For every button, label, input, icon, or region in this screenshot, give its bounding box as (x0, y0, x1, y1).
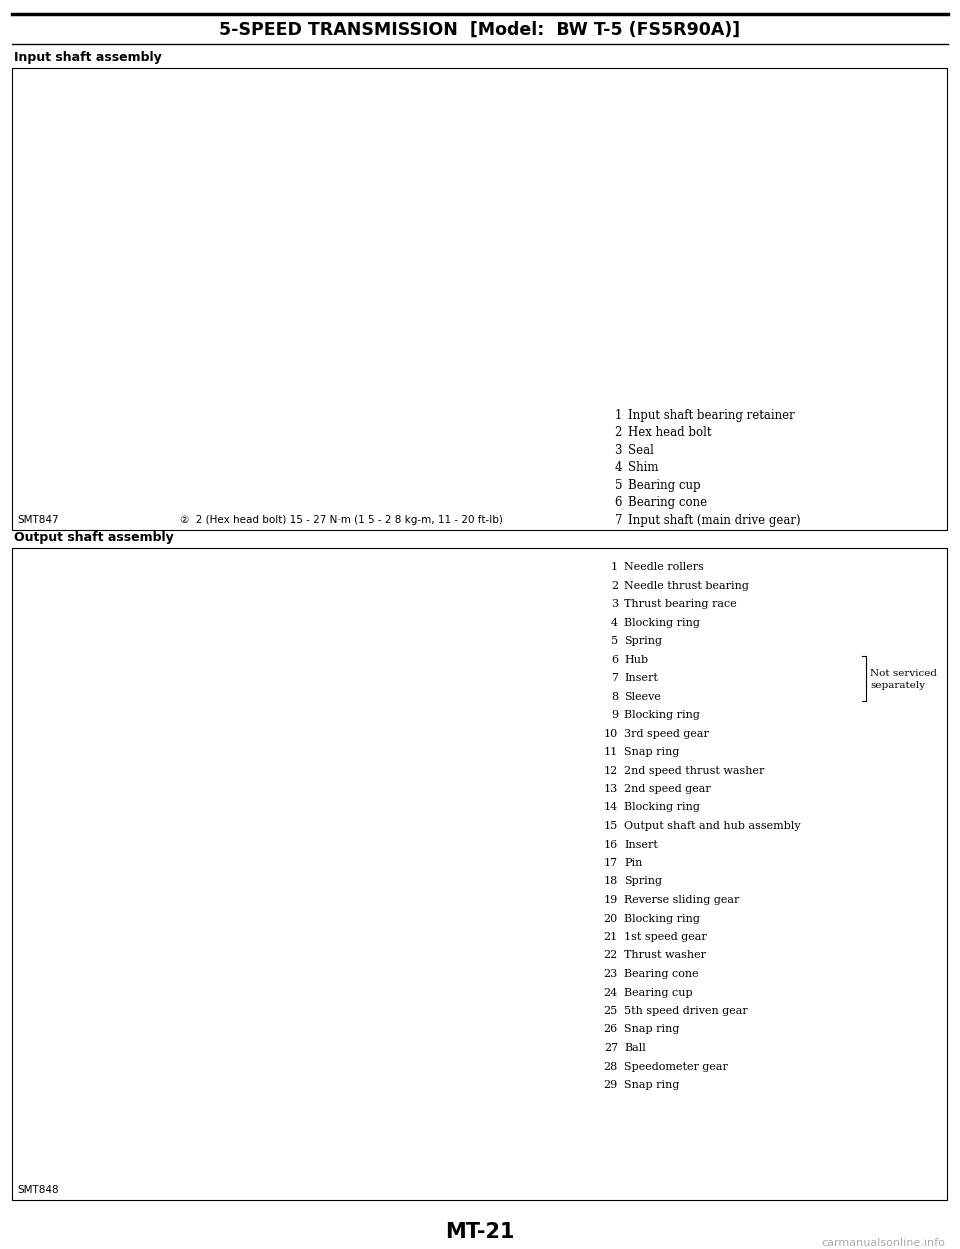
Text: 18: 18 (604, 877, 618, 887)
Text: 2nd speed thrust washer: 2nd speed thrust washer (624, 766, 764, 776)
Text: Seal: Seal (628, 443, 654, 456)
Text: Blocking ring: Blocking ring (624, 709, 700, 719)
Text: SMT848: SMT848 (17, 1185, 59, 1195)
Text: Blocking ring: Blocking ring (624, 617, 700, 627)
Text: 1: 1 (611, 562, 618, 572)
Text: Input shaft (main drive gear): Input shaft (main drive gear) (628, 513, 801, 527)
Text: 11: 11 (604, 747, 618, 757)
Text: 26: 26 (604, 1024, 618, 1034)
Text: MT-21: MT-21 (445, 1222, 515, 1242)
Text: 20: 20 (604, 913, 618, 923)
Text: 2: 2 (614, 426, 622, 438)
Text: 3: 3 (611, 600, 618, 610)
Text: SMT847: SMT847 (17, 515, 59, 525)
Text: 7: 7 (611, 673, 618, 683)
Text: Insert: Insert (624, 673, 658, 683)
Text: Shim: Shim (628, 461, 659, 475)
Text: 23: 23 (604, 969, 618, 979)
Text: 24: 24 (604, 988, 618, 998)
Text: Insert: Insert (624, 839, 658, 849)
Text: 27: 27 (604, 1043, 618, 1053)
Text: Ball: Ball (624, 1043, 646, 1053)
Text: 3: 3 (614, 443, 622, 456)
Text: Pin: Pin (624, 858, 642, 868)
Text: Needle thrust bearing: Needle thrust bearing (624, 581, 749, 591)
Text: 1: 1 (614, 408, 622, 421)
Text: 12: 12 (604, 766, 618, 776)
Text: 2nd speed gear: 2nd speed gear (624, 784, 710, 794)
Text: 5: 5 (611, 636, 618, 646)
Text: 5: 5 (614, 478, 622, 492)
Text: separately: separately (870, 681, 925, 689)
Text: 1st speed gear: 1st speed gear (624, 932, 707, 942)
Text: Output shaft and hub assembly: Output shaft and hub assembly (624, 821, 801, 831)
Text: Speedometer gear: Speedometer gear (624, 1062, 728, 1072)
Text: Input shaft assembly: Input shaft assembly (14, 50, 161, 64)
Text: 16: 16 (604, 839, 618, 849)
Text: 2: 2 (611, 581, 618, 591)
Text: 15: 15 (604, 821, 618, 831)
Text: 5-SPEED TRANSMISSION  [Model:  BW T-5 (FS5R90A)]: 5-SPEED TRANSMISSION [Model: BW T-5 (FS5… (220, 21, 740, 39)
Text: Snap ring: Snap ring (624, 1024, 680, 1034)
Text: 6: 6 (611, 654, 618, 664)
Text: Reverse sliding gear: Reverse sliding gear (624, 896, 739, 906)
Text: 6: 6 (614, 496, 622, 510)
Text: Snap ring: Snap ring (624, 1080, 680, 1090)
Text: 22: 22 (604, 950, 618, 960)
Text: 8: 8 (611, 692, 618, 702)
Text: 4: 4 (611, 617, 618, 627)
Text: Thrust washer: Thrust washer (624, 950, 706, 960)
Text: Not serviced: Not serviced (870, 668, 937, 677)
Text: 4: 4 (614, 461, 622, 475)
Text: Spring: Spring (624, 636, 662, 646)
Text: Blocking ring: Blocking ring (624, 803, 700, 813)
Bar (12, 548, 947, 1200)
Text: 29: 29 (604, 1080, 618, 1090)
Text: Thrust bearing race: Thrust bearing race (624, 600, 736, 610)
Text: Needle rollers: Needle rollers (624, 562, 704, 572)
Bar (12, 67, 947, 530)
Text: Sleeve: Sleeve (624, 692, 660, 702)
Text: 25: 25 (604, 1005, 618, 1015)
Text: 21: 21 (604, 932, 618, 942)
Text: 17: 17 (604, 858, 618, 868)
Text: 9: 9 (611, 709, 618, 719)
Text: ②  2 (Hex head bolt) 15 - 27 N·m (1 5 - 2 8 kg-m, 11 - 20 ft-lb): ② 2 (Hex head bolt) 15 - 27 N·m (1 5 - 2… (180, 515, 503, 525)
Text: Spring: Spring (624, 877, 662, 887)
Text: Blocking ring: Blocking ring (624, 913, 700, 923)
Text: Input shaft bearing retainer: Input shaft bearing retainer (628, 408, 795, 421)
Text: Bearing cone: Bearing cone (624, 969, 699, 979)
Text: Hub: Hub (624, 654, 648, 664)
Text: 19: 19 (604, 896, 618, 906)
Text: 28: 28 (604, 1062, 618, 1072)
Text: 10: 10 (604, 728, 618, 738)
Text: Output shaft assembly: Output shaft assembly (14, 531, 174, 543)
Text: 7: 7 (614, 513, 622, 527)
Text: Snap ring: Snap ring (624, 747, 680, 757)
Text: Bearing cup: Bearing cup (628, 478, 701, 492)
Text: 3rd speed gear: 3rd speed gear (624, 728, 708, 738)
Text: Hex head bolt: Hex head bolt (628, 426, 711, 438)
Text: 5th speed driven gear: 5th speed driven gear (624, 1005, 748, 1015)
Text: 14: 14 (604, 803, 618, 813)
Text: 13: 13 (604, 784, 618, 794)
Text: carmanualsonline.info: carmanualsonline.info (821, 1238, 945, 1248)
Text: Bearing cone: Bearing cone (628, 496, 708, 510)
Text: Bearing cup: Bearing cup (624, 988, 692, 998)
